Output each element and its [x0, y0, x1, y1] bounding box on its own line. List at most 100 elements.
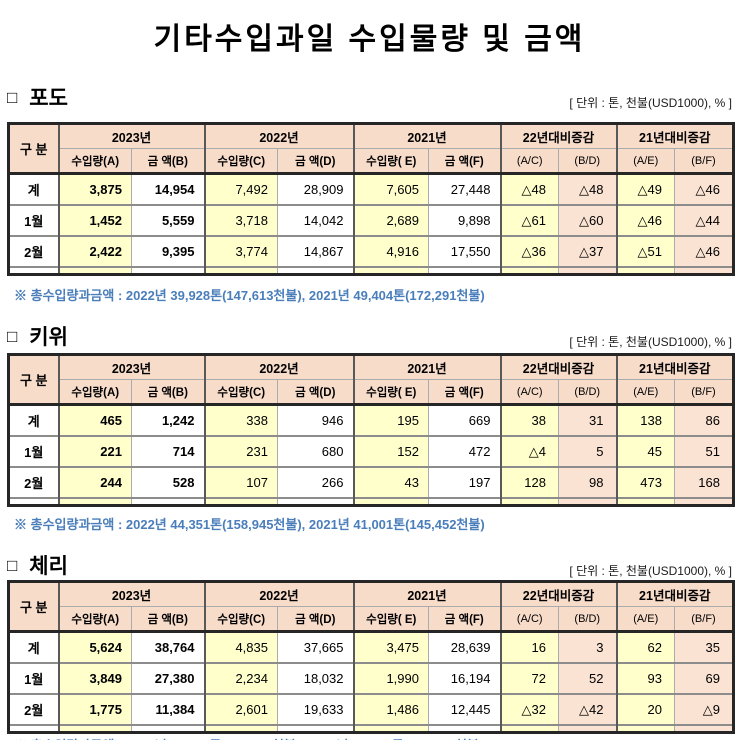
cell: 1,775	[57, 693, 132, 725]
header-sub: (B/D)	[558, 148, 617, 174]
cell: 128	[499, 466, 559, 498]
header-year-2021: 2021년	[352, 354, 501, 380]
cell: 244	[57, 466, 132, 498]
cell: 5,559	[131, 204, 205, 236]
row-label: 1월	[8, 435, 59, 467]
cell: 62	[615, 630, 675, 663]
header-category: 구 분	[8, 123, 59, 174]
clipped-row	[8, 266, 734, 275]
cell: △36	[499, 235, 559, 267]
header-sub: 수입량( E)	[352, 606, 429, 632]
cell: 19,633	[277, 693, 354, 725]
cell: 107	[203, 466, 278, 498]
import-table-cherry: 구 분 2023년 2022년 2021년 22년대비증감 21년대비증감 수입…	[7, 580, 735, 734]
cell: 2,234	[203, 662, 278, 694]
cell: 669	[428, 403, 501, 436]
header-group-row: 구 분 2023년 2022년 2021년 22년대비증감 21년대비증감	[8, 354, 734, 405]
cell: 231	[203, 435, 278, 467]
clipped-row	[8, 497, 734, 506]
header-sub: (A/C)	[499, 606, 559, 632]
header-year-2022: 2022년	[203, 123, 354, 149]
cell: △48	[499, 172, 559, 205]
cell: 11,384	[131, 693, 205, 725]
cell: 17,550	[428, 235, 501, 267]
cell: 14,042	[277, 204, 354, 236]
cell: 195	[352, 403, 429, 436]
total-import-note: ※ 총수입량과금액 : 2022년 44,351톤(158,945천불), 20…	[14, 517, 485, 532]
header-sub: 수입량( E)	[352, 148, 429, 174]
cell: 473	[615, 466, 675, 498]
header-sub: 금 액(F)	[428, 379, 501, 405]
table-row-feb: 2월 2,422 9,395 3,774 14,867 4,916 17,550…	[8, 235, 734, 267]
row-label: 계	[8, 630, 59, 663]
cell: 38	[499, 403, 559, 436]
cell: 197	[428, 466, 501, 498]
header-sub: (B/F)	[674, 379, 734, 405]
table-row-jan: 1월 1,452 5,559 3,718 14,042 2,689 9,898 …	[8, 204, 734, 236]
section-grape: □ 포도 [ 단위 : 톤, 천불(USD1000), % ] 구 분 2023…	[7, 88, 735, 304]
section-cherry: □ 체리 [ 단위 : 톤, 천불(USD1000), % ] 구 분 2023…	[7, 555, 735, 740]
cell: 16,194	[428, 662, 501, 694]
cell: 14,867	[277, 235, 354, 267]
cell: 714	[131, 435, 205, 467]
cell: 28,909	[277, 172, 354, 205]
cell: 98	[558, 466, 617, 498]
cell: 3,875	[57, 172, 132, 205]
cell: 1,990	[352, 662, 429, 694]
cell: 338	[203, 403, 278, 436]
cell: 266	[277, 466, 354, 498]
square-bullet-icon: □	[7, 88, 18, 107]
header-sub-row: 수입량(A) 금 액(B) 수입량(C) 금 액(D) 수입량( E) 금 액(…	[9, 379, 734, 405]
cell: 38,764	[131, 630, 205, 663]
section-header: □ 키위 [ 단위 : 톤, 천불(USD1000), % ]	[7, 327, 732, 350]
row-label: 1월	[8, 662, 59, 694]
header-sub: 금 액(F)	[428, 148, 501, 174]
cell: 2,689	[352, 204, 429, 236]
header-sub: (A/E)	[615, 379, 675, 405]
header-sub-row: 수입량(A) 금 액(B) 수입량(C) 금 액(D) 수입량( E) 금 액(…	[9, 606, 734, 632]
cell: △9	[674, 693, 734, 725]
header-year-2021: 2021년	[352, 123, 501, 149]
cell: △42	[558, 693, 617, 725]
cell: 152	[352, 435, 429, 467]
cell: 528	[131, 466, 205, 498]
header-category: 구 분	[8, 581, 59, 632]
cell: 168	[674, 466, 734, 498]
cell: △48	[558, 172, 617, 205]
section-title: □ 포도	[7, 88, 68, 110]
header-year-2023: 2023년	[57, 354, 205, 380]
row-label: 2월	[8, 235, 59, 267]
cell: 93	[615, 662, 675, 694]
table-row-feb: 2월 1,775 11,384 2,601 19,633 1,486 12,44…	[8, 693, 734, 725]
cell: 946	[277, 403, 354, 436]
import-table-grape: 구 분 2023년 2022년 2021년 22년대비증감 21년대비증감 수입…	[7, 122, 735, 276]
header-diff-21: 21년대비증감	[615, 354, 734, 380]
cell: 16	[499, 630, 559, 663]
cell: 35	[674, 630, 734, 663]
header-sub: 수입량(A)	[57, 606, 132, 632]
cell: △4	[499, 435, 559, 467]
cell: △44	[674, 204, 734, 236]
cell: 27,448	[428, 172, 501, 205]
cell: 4,916	[352, 235, 429, 267]
cell: 37,665	[277, 630, 354, 663]
row-label: 계	[8, 403, 59, 436]
header-diff-22: 22년대비증감	[499, 354, 617, 380]
row-label: 1월	[8, 204, 59, 236]
section-title-text: 체리	[29, 555, 68, 578]
section-header: □ 체리 [ 단위 : 톤, 천불(USD1000), % ]	[7, 555, 732, 579]
table-row-jan: 1월 3,849 27,380 2,234 18,032 1,990 16,19…	[8, 662, 734, 694]
header-year-2022: 2022년	[203, 581, 354, 607]
total-import-note: ※ 총수입량과금액 : 2022년 39,928톤(147,613천불), 20…	[14, 288, 485, 303]
cell: 465	[57, 403, 132, 436]
cell: 3,475	[352, 630, 429, 663]
cell: 7,492	[203, 172, 278, 205]
total-import-note: ※ 총수입량과금액 : 2022년 11,505톤(117,091천불), 20…	[14, 738, 725, 740]
cell: △32	[499, 693, 559, 725]
cell: △60	[558, 204, 617, 236]
row-label: 2월	[8, 693, 59, 725]
cell: 86	[674, 403, 734, 436]
cell: 5,624	[57, 630, 132, 663]
header-sub: (B/F)	[674, 606, 734, 632]
